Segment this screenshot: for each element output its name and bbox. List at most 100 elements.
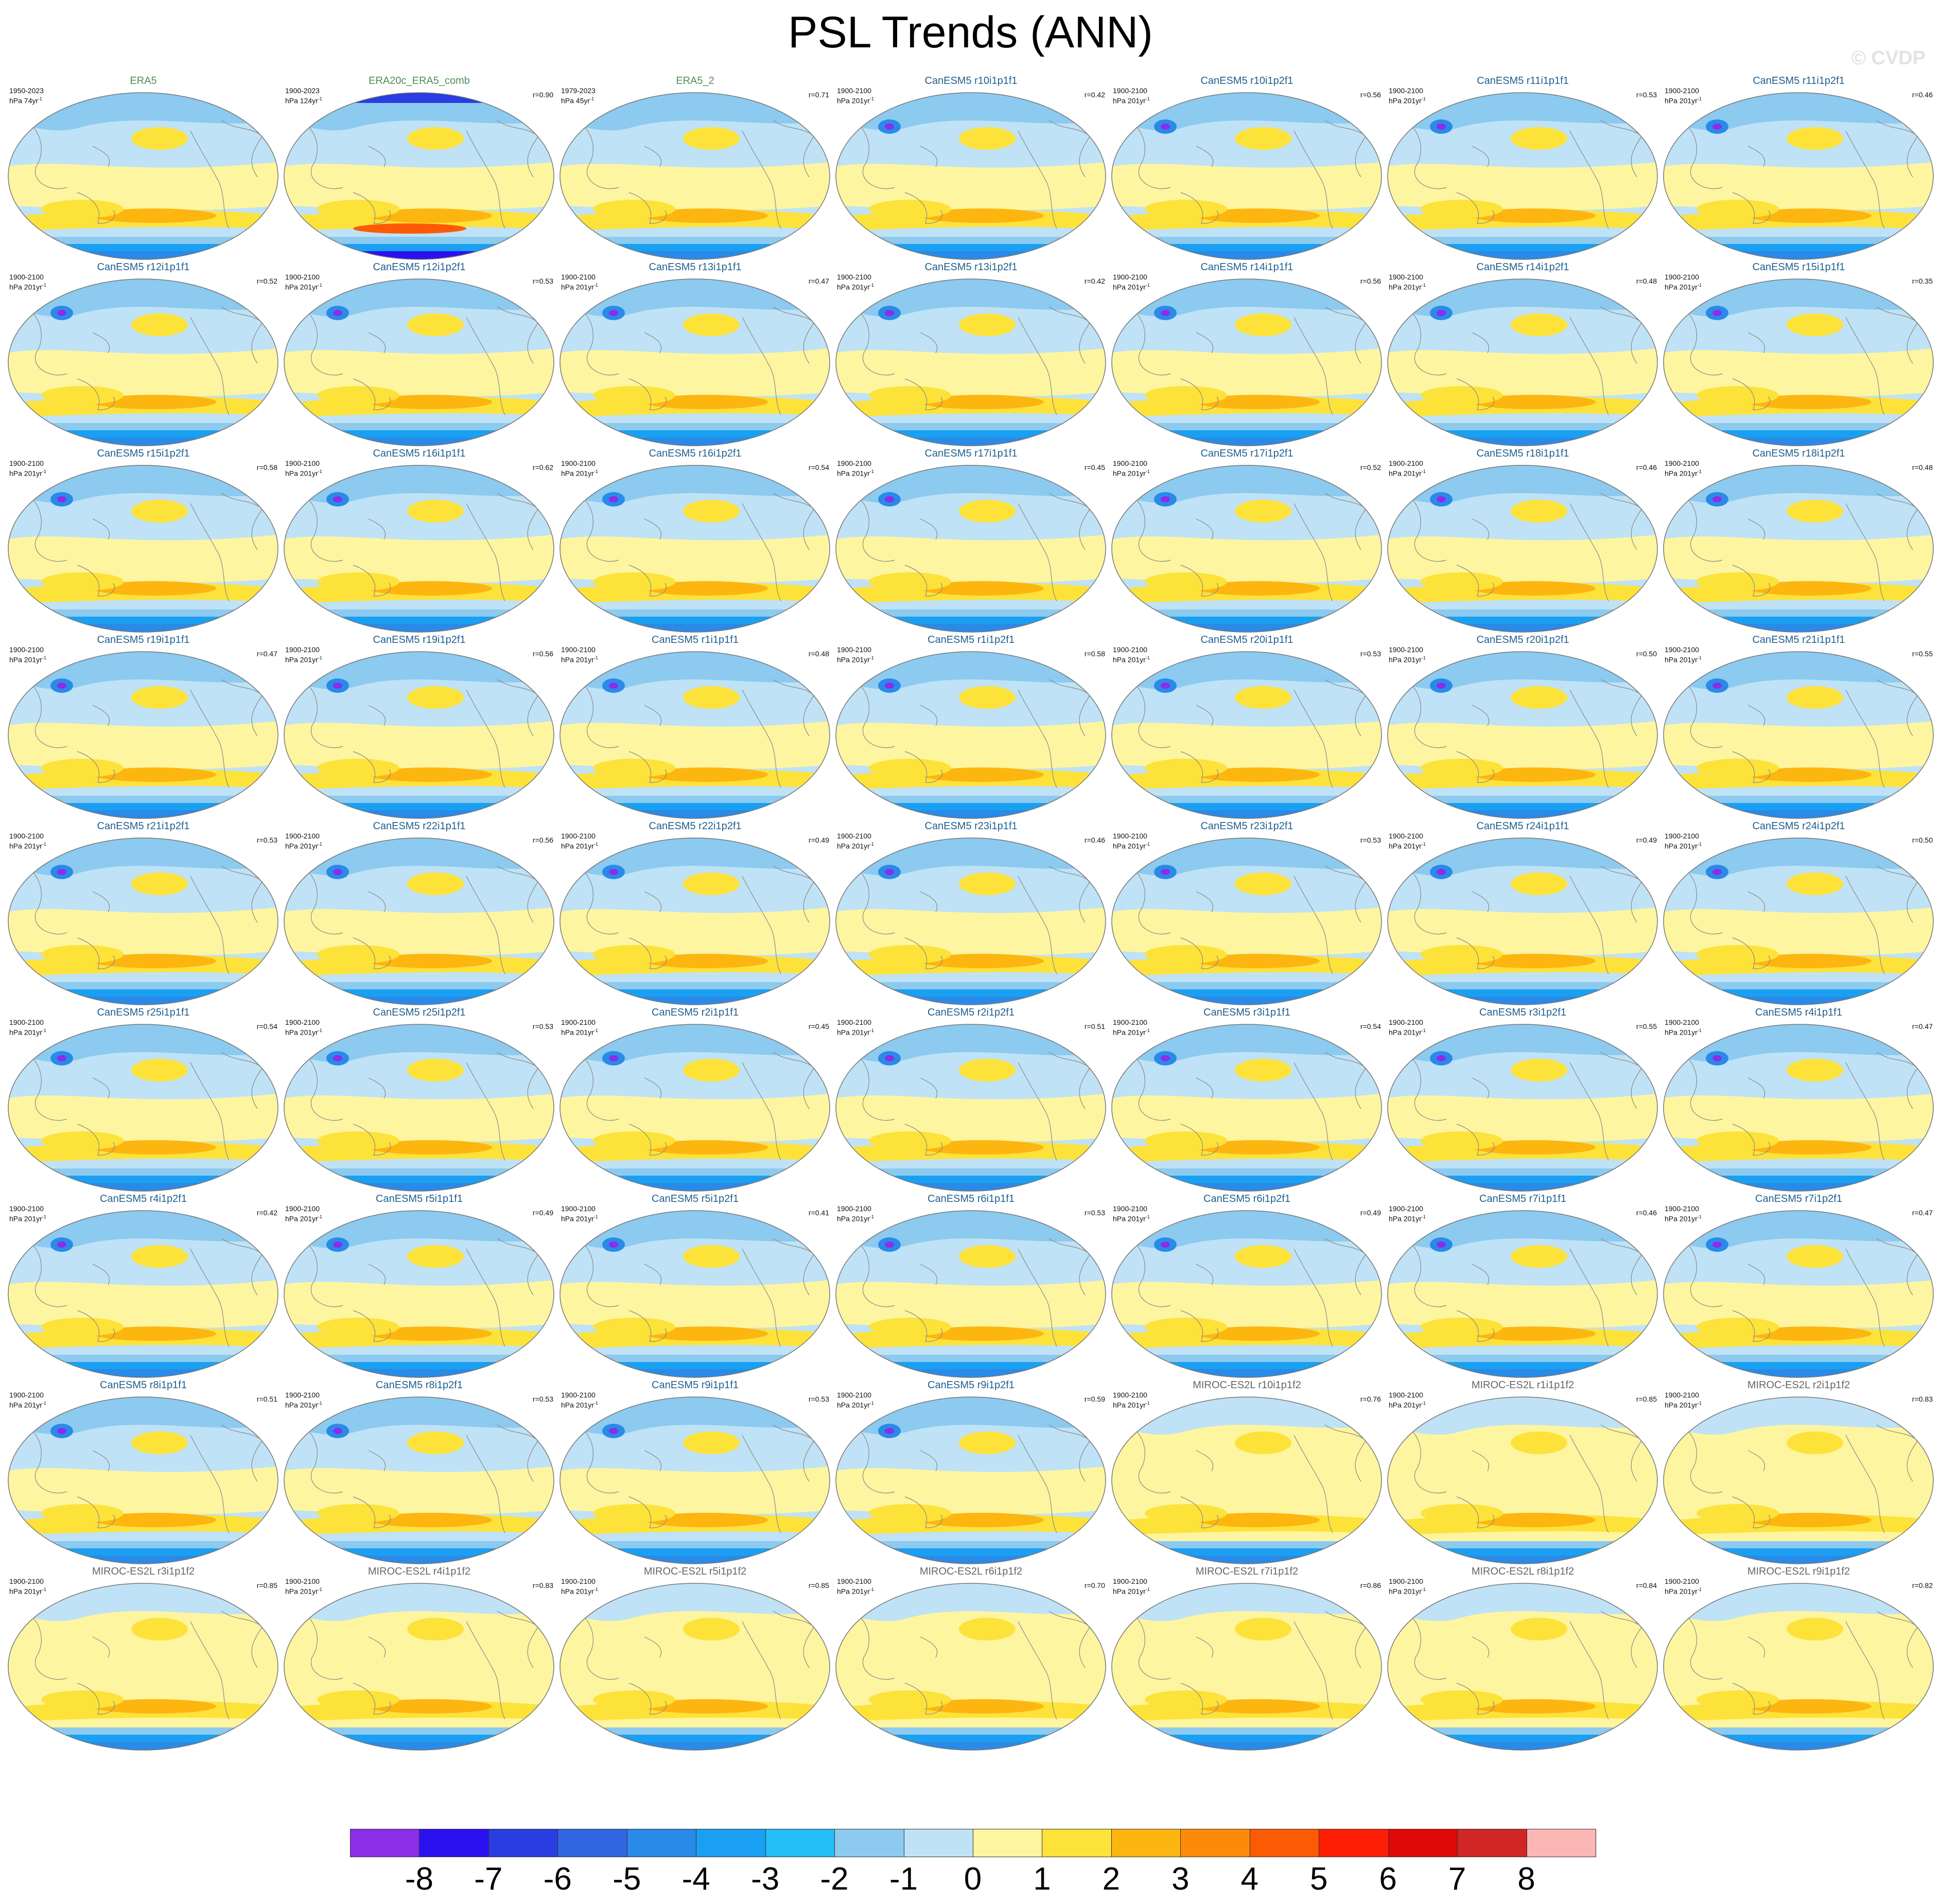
pattern-correlation: r=0.59 bbox=[1084, 1395, 1105, 1403]
unit-text: hPa 201yr bbox=[837, 96, 870, 105]
pattern-correlation: r=0.58 bbox=[256, 463, 277, 471]
trend-map bbox=[559, 278, 830, 446]
trend-map bbox=[559, 1396, 830, 1564]
unit-text: hPa 201yr bbox=[1665, 655, 1698, 664]
unit-label: hPa 201yr-1 bbox=[561, 1026, 598, 1037]
panel-period: 1950-2023 hPa 74yr-1 bbox=[9, 86, 44, 105]
period-label: 1950-2023 bbox=[9, 86, 44, 95]
unit-exponent: -1 bbox=[318, 96, 322, 101]
panel-period: 1900-2100 hPa 201yr-1 bbox=[1113, 1018, 1150, 1037]
panel-period: 1900-2100 hPa 201yr-1 bbox=[837, 1204, 874, 1223]
period-label: 1900-2100 bbox=[1665, 1391, 1699, 1399]
map-panel: MIROC-ES2L r5i1p1f2 1900-2100 hPa 201yr-1 r… bbox=[557, 1566, 833, 1753]
unit-text: hPa 201yr bbox=[1665, 469, 1698, 478]
period-label: 1900-2100 bbox=[837, 1204, 871, 1213]
panel-title: CanESM5 r8i1p1f1 bbox=[100, 1379, 187, 1391]
unit-text: hPa 201yr bbox=[9, 1587, 42, 1596]
unit-exponent: -1 bbox=[1697, 283, 1702, 288]
panel-title: CanESM5 r14i1p1f1 bbox=[1200, 261, 1293, 273]
trend-map bbox=[1663, 1396, 1934, 1564]
panel-title: CanESM5 r17i1p2f1 bbox=[1200, 448, 1293, 459]
panel-title: CanESM5 r25i1p1f1 bbox=[97, 1007, 190, 1018]
unit-exponent: -1 bbox=[42, 283, 46, 288]
pattern-correlation: r=0.82 bbox=[1912, 1581, 1933, 1589]
pattern-correlation: r=0.83 bbox=[532, 1581, 553, 1589]
colorbar-swatch bbox=[557, 1829, 627, 1857]
panel-title: CanESM5 r17i1p1f1 bbox=[924, 448, 1018, 459]
colorbar-tick-label: 4 bbox=[1240, 1861, 1259, 1897]
period-label: 1900-2100 bbox=[561, 459, 596, 467]
panel-title: CanESM5 r2i1p1f1 bbox=[652, 1007, 739, 1018]
map-panel: CanESM5 r7i1p2f1 1900-2100 hPa 201yr-1 r=0.… bbox=[1660, 1193, 1937, 1381]
pattern-correlation: r=0.41 bbox=[808, 1209, 829, 1217]
panel-period: 1900-2100 hPa 201yr-1 bbox=[561, 459, 598, 478]
unit-text: hPa 201yr bbox=[1113, 842, 1146, 850]
pattern-correlation: r=0.90 bbox=[532, 91, 553, 99]
colorbar-tick-label: 5 bbox=[1309, 1861, 1328, 1897]
unit-label: hPa 201yr-1 bbox=[9, 1399, 46, 1409]
unit-text: hPa 201yr bbox=[1665, 1401, 1698, 1409]
panel-title: CanESM5 r4i1p2f1 bbox=[100, 1193, 187, 1204]
trend-map bbox=[1387, 1024, 1658, 1192]
period-label: 1900-2100 bbox=[285, 1204, 320, 1213]
panel-period: 1900-2100 hPa 201yr-1 bbox=[1665, 86, 1702, 105]
panel-period: 1900-2100 hPa 201yr-1 bbox=[1665, 1204, 1702, 1223]
trend-map bbox=[1387, 1583, 1658, 1751]
map-panel: MIROC-ES2L r3i1p1f2 1900-2100 hPa 201yr-1 r… bbox=[5, 1566, 282, 1753]
map-panel: CanESM5 r10i1p2f1 1900-2100 hPa 201yr-1 r=0… bbox=[1109, 75, 1385, 263]
pattern-correlation: r=0.49 bbox=[532, 1209, 553, 1217]
unit-exponent: -1 bbox=[1697, 469, 1702, 474]
pattern-correlation: r=0.48 bbox=[1636, 277, 1657, 285]
pattern-correlation: r=0.53 bbox=[1360, 836, 1381, 844]
period-label: 1900-2100 bbox=[561, 832, 596, 840]
panel-title: CanESM5 r23i1p1f1 bbox=[924, 820, 1018, 832]
unit-exponent: -1 bbox=[869, 1214, 874, 1219]
unit-exponent: -1 bbox=[42, 655, 46, 660]
unit-text: hPa 74yr bbox=[9, 96, 39, 105]
unit-text: hPa 201yr bbox=[1389, 655, 1422, 664]
unit-label: hPa 201yr-1 bbox=[9, 1585, 46, 1596]
colorbar-tick-label: 2 bbox=[1102, 1861, 1121, 1897]
unit-exponent: -1 bbox=[1421, 283, 1426, 288]
panel-period: 1900-2100 hPa 201yr-1 bbox=[285, 645, 322, 664]
panel-period: 1900-2100 hPa 201yr-1 bbox=[1665, 459, 1702, 478]
panel-title: ERA20c_ERA5_comb bbox=[369, 75, 470, 86]
panel-period: 1900-2100 hPa 201yr-1 bbox=[1665, 832, 1702, 850]
trend-map bbox=[8, 1210, 278, 1378]
unit-label: hPa 201yr-1 bbox=[1113, 840, 1150, 850]
panel-period: 1900-2100 hPa 201yr-1 bbox=[285, 1204, 322, 1223]
pattern-correlation: r=0.54 bbox=[256, 1022, 277, 1030]
pattern-correlation: r=0.53 bbox=[1636, 91, 1657, 99]
unit-exponent: -1 bbox=[593, 469, 598, 474]
unit-exponent: -1 bbox=[1697, 1401, 1702, 1406]
map-panel: CanESM5 r9i1p1f1 1900-2100 hPa 201yr-1 r=0.… bbox=[557, 1379, 833, 1567]
unit-label: hPa 201yr-1 bbox=[561, 840, 598, 850]
panel-title: CanESM5 r14i1p2f1 bbox=[1476, 261, 1569, 273]
unit-text: hPa 201yr bbox=[9, 1401, 42, 1409]
trend-map bbox=[284, 1396, 554, 1564]
trend-map bbox=[1387, 465, 1658, 633]
unit-text: hPa 201yr bbox=[1665, 1214, 1698, 1223]
period-label: 1900-2100 bbox=[1113, 459, 1147, 467]
pattern-correlation: r=0.50 bbox=[1912, 836, 1933, 844]
colorbar-swatch bbox=[765, 1829, 835, 1857]
period-label: 1900-2100 bbox=[1665, 832, 1699, 840]
map-panel: CanESM5 r8i1p1f1 1900-2100 hPa 201yr-1 r=0.… bbox=[5, 1379, 282, 1567]
panel-title: CanESM5 r18i1p2f1 bbox=[1752, 448, 1845, 459]
trend-map bbox=[1111, 92, 1382, 260]
unit-exponent: -1 bbox=[1145, 842, 1150, 847]
unit-exponent: -1 bbox=[1697, 842, 1702, 847]
colorbar-tick-label: 8 bbox=[1517, 1861, 1535, 1897]
map-panel: CanESM5 r6i1p2f1 1900-2100 hPa 201yr-1 r=0.… bbox=[1109, 1193, 1385, 1381]
unit-label: hPa 201yr-1 bbox=[9, 654, 46, 664]
colorbar-swatch bbox=[973, 1829, 1043, 1857]
panel-title: MIROC-ES2L r4i1p1f2 bbox=[368, 1566, 471, 1577]
panel-period: 1900-2023 hPa 124yr-1 bbox=[285, 86, 322, 105]
map-panel: CanESM5 r16i1p1f1 1900-2100 hPa 201yr-1 r=0… bbox=[281, 448, 557, 635]
trend-map bbox=[1111, 1210, 1382, 1378]
unit-text: hPa 201yr bbox=[1113, 469, 1146, 478]
unit-label: hPa 201yr-1 bbox=[1665, 840, 1702, 850]
pattern-correlation: r=0.56 bbox=[1360, 277, 1381, 285]
trend-map bbox=[1387, 1396, 1658, 1564]
unit-exponent: -1 bbox=[1697, 96, 1702, 101]
